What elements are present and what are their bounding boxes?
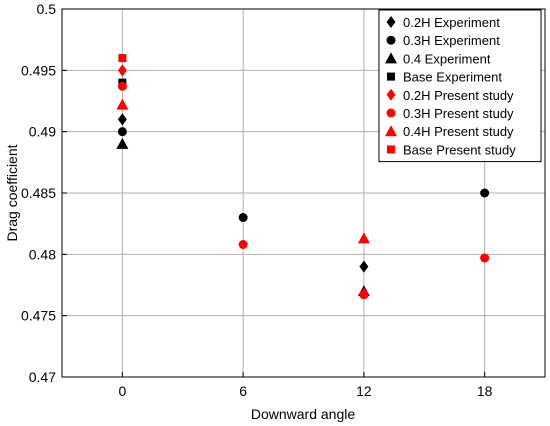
legend-entry: 0.4H Present study bbox=[403, 124, 514, 139]
axis-ticks: 0 6 12 18 0.47 0.475 0.48 0.485 0.49 0.495 0.5 bbox=[21, 1, 493, 399]
x-tick-label: 0 bbox=[118, 383, 126, 399]
legend-entry: 0.2H Experiment bbox=[403, 15, 500, 30]
y-tick-label: 0.475 bbox=[21, 308, 56, 324]
data-point bbox=[116, 137, 129, 149]
legend-box bbox=[378, 9, 542, 163]
data-point bbox=[116, 98, 129, 110]
y-tick-label: 0.47 bbox=[29, 369, 56, 385]
legend-entry: 0.4 Experiment bbox=[403, 51, 491, 66]
y-tick-label: 0.48 bbox=[29, 246, 56, 262]
x-tick-label: 12 bbox=[356, 383, 372, 399]
legend-entry: Base Present study bbox=[403, 142, 516, 157]
data-point bbox=[117, 64, 127, 77]
data-point bbox=[357, 232, 370, 244]
legend: 0.2H Experiment 0.3H Experiment 0.4 Experi… bbox=[378, 9, 542, 163]
data-point bbox=[238, 240, 248, 250]
legend-marker bbox=[387, 145, 395, 154]
data-point bbox=[480, 188, 490, 198]
data-points bbox=[116, 54, 490, 300]
legend-marker bbox=[385, 125, 397, 137]
legend-marker bbox=[385, 52, 397, 64]
data-point bbox=[117, 113, 127, 126]
data-point bbox=[480, 253, 490, 263]
data-point bbox=[359, 260, 369, 273]
x-axis-title: Downward angle bbox=[251, 406, 355, 422]
legend-marker bbox=[386, 108, 396, 118]
legend-marker bbox=[386, 35, 396, 45]
x-tick-label: 6 bbox=[239, 383, 247, 399]
legend-entry: Base Experiment bbox=[403, 70, 502, 85]
legend-marker bbox=[386, 16, 396, 28]
y-tick-label: 0.5 bbox=[37, 1, 57, 17]
legend-marker bbox=[386, 88, 396, 101]
data-point bbox=[359, 290, 369, 300]
legend-entry: 0.2H Present study bbox=[403, 88, 514, 103]
y-axis-title: Drag coefficient bbox=[4, 144, 20, 241]
data-point bbox=[238, 213, 248, 223]
y-tick-label: 0.49 bbox=[29, 124, 56, 140]
legend-marker bbox=[387, 72, 395, 81]
y-tick-label: 0.485 bbox=[21, 185, 56, 201]
data-point bbox=[118, 54, 127, 63]
legend-entry: 0.3H Experiment bbox=[403, 33, 500, 48]
legend-entry: 0.3H Present study bbox=[403, 106, 514, 121]
y-tick-label: 0.495 bbox=[21, 62, 56, 78]
data-point bbox=[117, 127, 127, 137]
x-tick-label: 18 bbox=[477, 383, 493, 399]
data-point bbox=[117, 81, 127, 91]
